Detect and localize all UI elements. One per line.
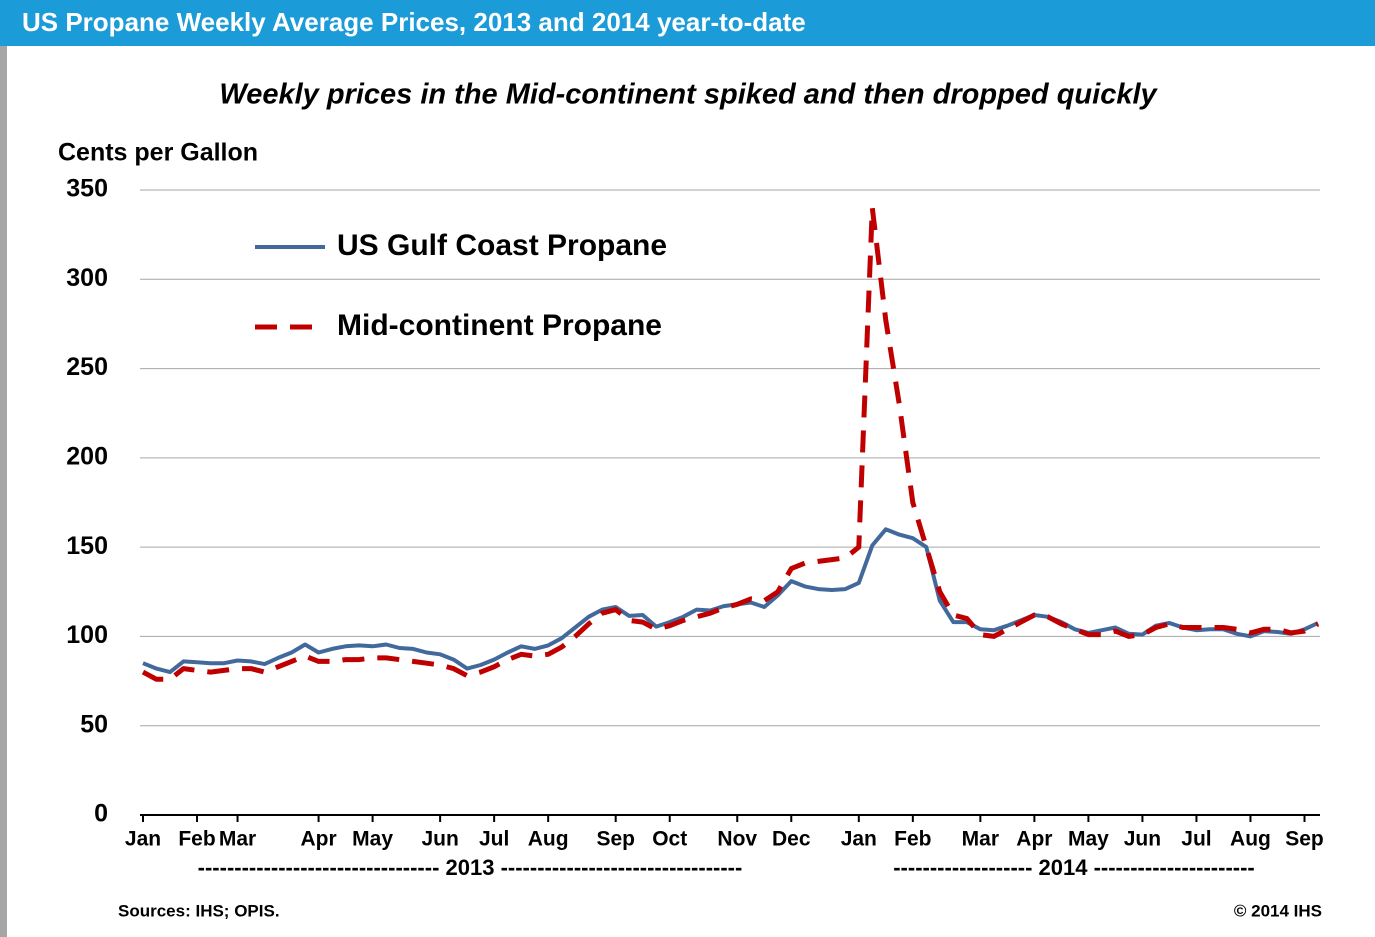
x-tick-label: Sep — [596, 828, 635, 851]
copyright: © 2014 IHS — [1234, 901, 1322, 920]
y-axis-label: Cents per Gallon — [58, 139, 258, 167]
y-tick-label: 300 — [66, 264, 108, 292]
x-tick-label: Feb — [178, 828, 215, 851]
x-tick-label: Nov — [717, 828, 757, 851]
y-tick-label: 0 — [94, 800, 108, 828]
x-tick-label: Jan — [841, 828, 877, 851]
x-tick-label: May — [1068, 828, 1109, 851]
x-tick-label: Mar — [962, 828, 999, 851]
x-tick-label: Jun — [1124, 828, 1161, 851]
x-tick-label: Apr — [300, 828, 336, 851]
series-line — [142, 527, 1319, 675]
year-label: --------------------------------- 2013 -… — [198, 855, 743, 880]
header-bar — [0, 0, 1375, 46]
series-line — [141, 205, 1320, 682]
x-tick-label: Oct — [652, 828, 687, 851]
y-tick-label: 50 — [80, 710, 108, 738]
x-tick-label: Jul — [479, 828, 509, 851]
y-tick-label: 150 — [66, 532, 108, 560]
year-label: ------------------- 2014 ---------------… — [893, 855, 1255, 880]
legend-label: Mid-continent Propane — [337, 309, 662, 342]
x-tick-label: Jun — [421, 828, 458, 851]
left-border — [0, 46, 7, 937]
x-tick-label: Jul — [1181, 828, 1211, 851]
x-tick-label: Apr — [1016, 828, 1052, 851]
y-tick-label: 100 — [66, 621, 108, 649]
y-tick-label: 200 — [66, 442, 108, 470]
header: US Propane Weekly Average Prices, 2013 a… — [22, 7, 806, 37]
x-tick-label: Aug — [528, 828, 569, 851]
x-tick-label: Mar — [219, 828, 256, 851]
x-tick-label: Aug — [1230, 828, 1271, 851]
chart-title: Weekly prices in the Mid-continent spike… — [219, 79, 1158, 111]
x-tick-label: May — [352, 828, 393, 851]
x-tick-label: Jan — [125, 828, 161, 851]
legend-label: US Gulf Coast Propane — [337, 229, 667, 262]
x-tick-label: Dec — [772, 828, 811, 851]
y-tick-label: 250 — [66, 353, 108, 381]
y-tick-label: 350 — [66, 175, 108, 203]
x-tick-label: Sep — [1285, 828, 1324, 851]
source: Sources: IHS; OPIS. — [118, 901, 280, 920]
x-tick-label: Feb — [894, 828, 931, 851]
